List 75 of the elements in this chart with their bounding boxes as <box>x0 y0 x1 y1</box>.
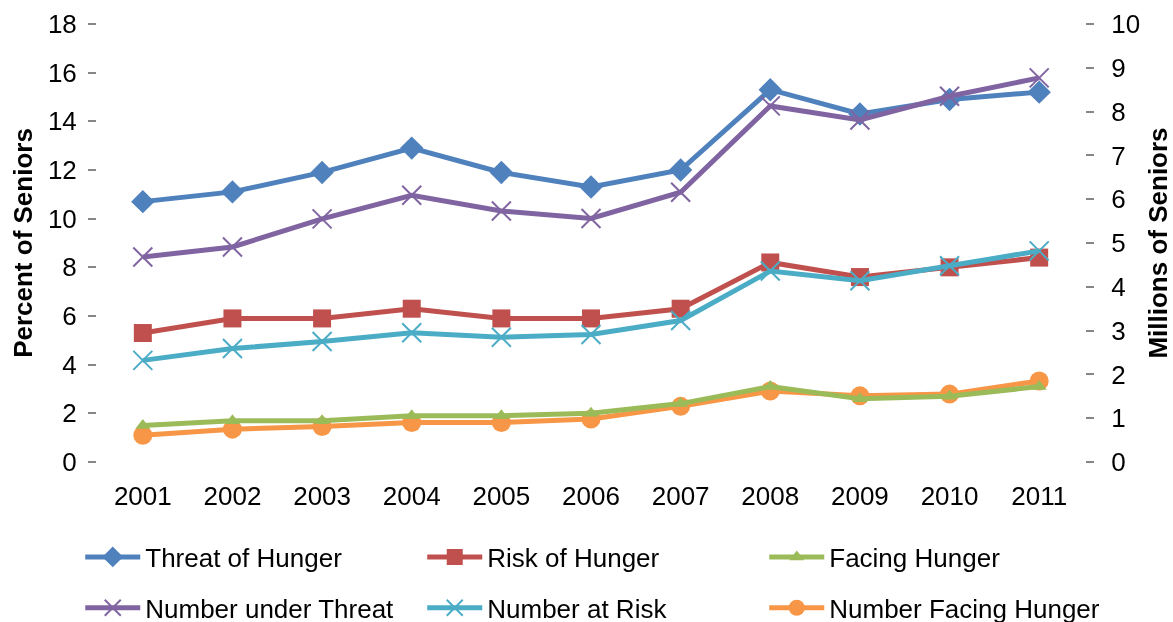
point <box>489 160 514 185</box>
x-tick-label: 2003 <box>293 481 352 512</box>
x-tick-label: 2009 <box>830 481 889 512</box>
x-tick-label: 2008 <box>741 481 800 512</box>
point <box>492 309 511 328</box>
x-tick-label: 2010 <box>920 481 979 512</box>
y-tick-label: 12 <box>47 155 77 186</box>
y-axis-title: Percent of Seniors <box>7 128 38 358</box>
y-tick-label: 16 <box>47 57 77 88</box>
y2-tick-label: 8 <box>1111 96 1126 127</box>
point <box>221 338 243 360</box>
point <box>580 324 602 346</box>
point <box>311 331 333 353</box>
y2-tick-label: 2 <box>1111 359 1126 390</box>
x-tick-label: 2007 <box>651 481 710 512</box>
point <box>849 109 871 131</box>
x-tick-label: 2002 <box>203 481 262 512</box>
point <box>579 175 603 199</box>
point <box>311 208 333 230</box>
x-tick-label: 2004 <box>382 481 441 512</box>
point <box>223 309 242 328</box>
legend-label: Facing Hunger <box>829 543 1001 574</box>
point <box>401 184 423 206</box>
point <box>313 309 332 328</box>
y2-tick-label: 1 <box>1111 403 1126 434</box>
point <box>490 326 512 348</box>
y2-tick-label: 5 <box>1111 228 1126 259</box>
x-tick-label: 2001 <box>113 481 172 512</box>
y2-tick-label: 0 <box>1111 447 1126 478</box>
legend-label: Number under Threat <box>145 593 395 622</box>
point <box>401 322 423 344</box>
point <box>400 136 424 160</box>
y-tick-label: 18 <box>47 9 77 40</box>
y-tick-label: 0 <box>62 447 77 478</box>
y-tick-label: 10 <box>47 203 77 234</box>
point <box>1028 240 1050 262</box>
point <box>759 260 781 282</box>
legend-label: Threat of Hunger <box>145 543 343 574</box>
point <box>402 299 421 318</box>
y2-tick-label: 4 <box>1111 271 1126 302</box>
point <box>490 200 512 222</box>
y-tick-label: 4 <box>62 349 77 380</box>
legend-label: Number at Risk <box>487 593 668 622</box>
y-tick-label: 14 <box>47 106 77 137</box>
y2-tick-label: 6 <box>1111 184 1126 215</box>
point <box>132 349 154 371</box>
point <box>668 158 693 182</box>
y-tick-label: 6 <box>62 301 77 332</box>
point <box>310 160 334 185</box>
point <box>1027 80 1051 104</box>
point <box>133 324 152 343</box>
y2-tick-label: 10 <box>1111 9 1141 40</box>
y2-tick-label: 3 <box>1111 315 1126 346</box>
point <box>220 180 245 204</box>
point <box>758 78 782 102</box>
point <box>759 95 781 117</box>
point <box>670 310 692 332</box>
x-tick-label: 2005 <box>472 481 531 512</box>
y-tick-label: 2 <box>62 398 77 429</box>
y2-tick-label: 7 <box>1111 140 1126 171</box>
y-tick-label: 8 <box>62 252 77 283</box>
point <box>939 85 961 107</box>
point <box>580 207 602 229</box>
y2-tick-label: 9 <box>1111 52 1126 83</box>
x-tick-label: 2011 <box>1011 481 1068 512</box>
point <box>1028 67 1050 89</box>
y2-axis-title: Millions of Seniors <box>1143 127 1173 359</box>
point <box>132 246 154 268</box>
point <box>582 309 600 328</box>
legend-label: Risk of Hunger <box>487 543 660 574</box>
x-tick-label: 2006 <box>562 481 620 512</box>
point <box>670 181 692 203</box>
point <box>131 189 155 214</box>
point <box>849 270 871 292</box>
point <box>221 236 243 258</box>
